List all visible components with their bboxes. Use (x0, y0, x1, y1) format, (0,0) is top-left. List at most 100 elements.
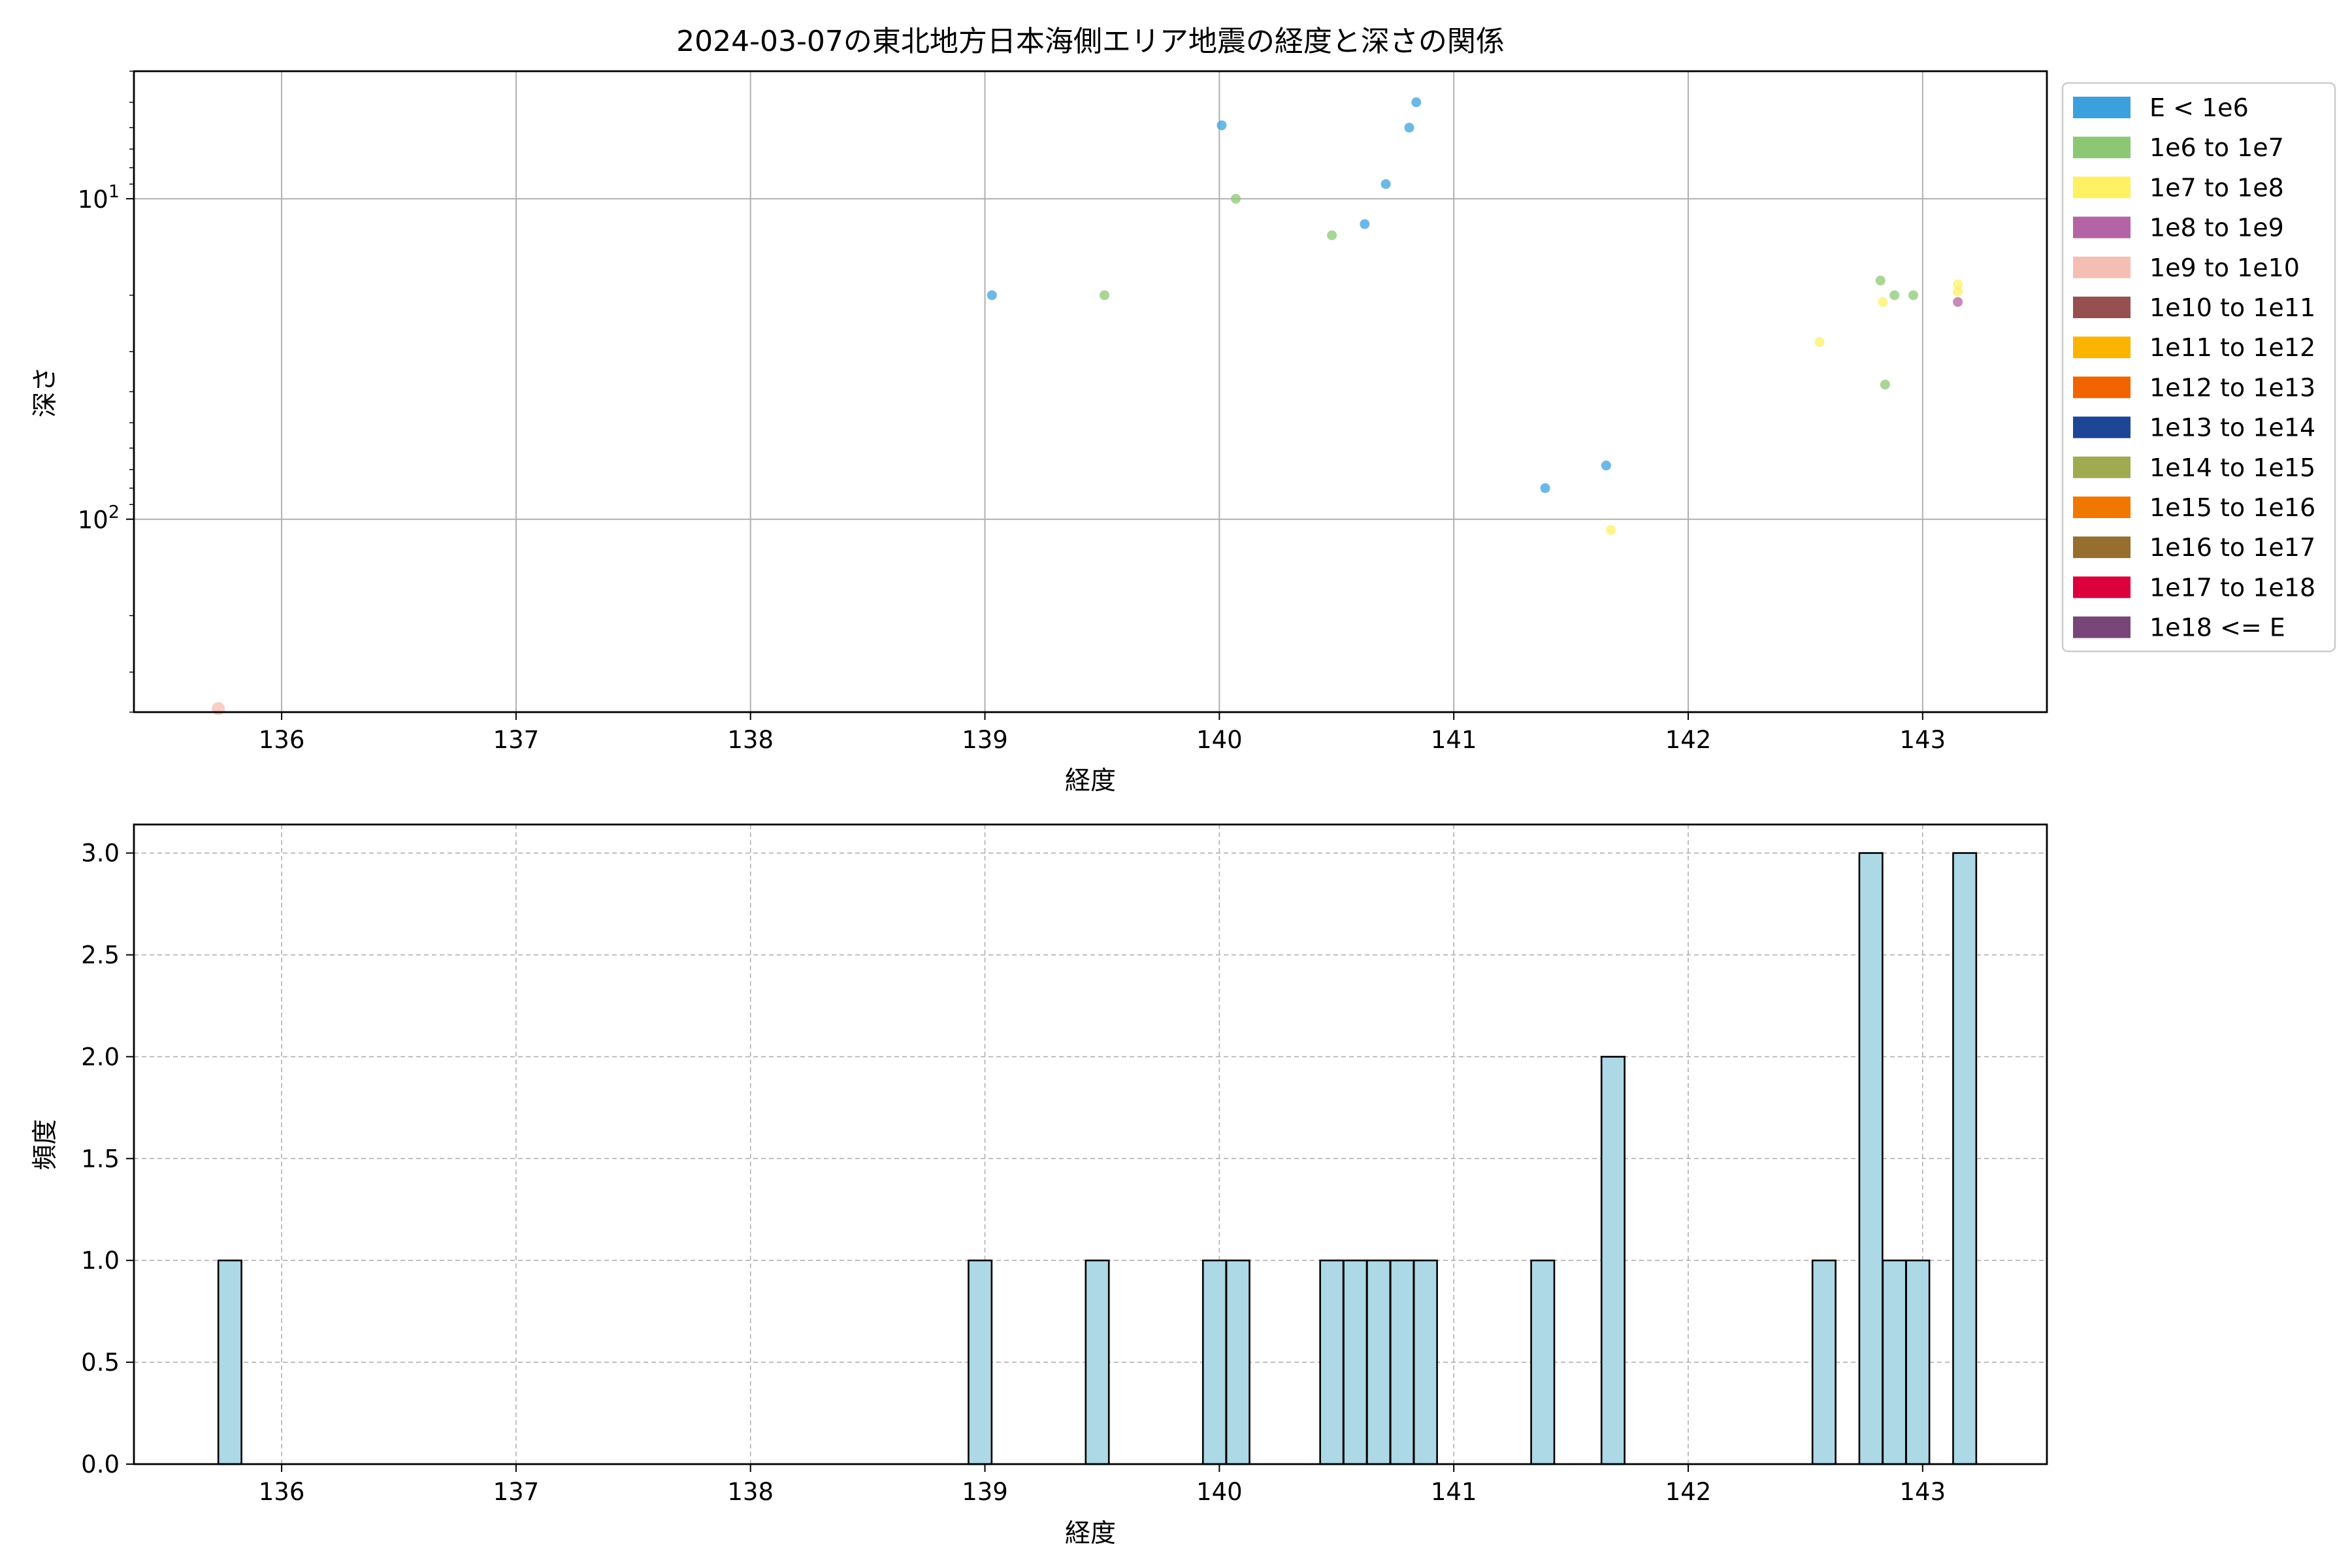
histogram-bar (1600, 1056, 1625, 1465)
histogram-bar (1319, 1259, 1345, 1465)
histogram-y-tick-label: 3.0 (81, 840, 120, 868)
legend-swatch (2073, 297, 2131, 318)
histogram-bar (1811, 1259, 1837, 1465)
scatter-point (1814, 337, 1825, 348)
scatter-x-axis-label: 経度 (1065, 766, 1116, 796)
scatter-point (212, 702, 225, 715)
histogram-x-tick-label: 142 (1665, 1478, 1712, 1506)
histogram-y-tick-label: 1.5 (81, 1145, 120, 1173)
histogram-y-axis-label: 頻度 (31, 1119, 60, 1170)
legend-label: 1e7 to 1e8 (2149, 173, 2284, 202)
scatter-point (1953, 297, 1963, 307)
scatter-point (1360, 219, 1370, 229)
legend-swatch (2073, 376, 2131, 399)
histogram-bar (1343, 1259, 1368, 1465)
histogram-bar (1413, 1259, 1438, 1465)
scatter-point (1540, 483, 1550, 493)
scatter-x-tick-label: 140 (1196, 726, 1243, 754)
legend-label: 1e6 to 1e7 (2149, 133, 2284, 162)
scatter-x-tick-label: 141 (1431, 726, 1477, 754)
legend-swatch (2073, 456, 2131, 478)
legend-label: E < 1e6 (2149, 93, 2249, 122)
histogram-x-tick-label: 136 (259, 1478, 305, 1506)
scatter-point (1404, 122, 1414, 133)
scatter-point (1889, 290, 1900, 301)
scatter-x-tick-label: 143 (1900, 726, 1946, 754)
histogram-x-tick-label: 138 (727, 1478, 774, 1506)
scatter-x-tick-label: 136 (259, 726, 305, 754)
scatter-point (1380, 179, 1391, 189)
histogram-x-axis-label: 経度 (1065, 1519, 1116, 1548)
histogram-bar (1225, 1259, 1250, 1465)
legend-swatch (2073, 616, 2131, 638)
scatter-point (1217, 120, 1227, 131)
legend-label: 1e10 to 1e11 (2149, 293, 2315, 322)
legend-swatch (2073, 416, 2131, 438)
histogram-bar (1882, 1259, 1907, 1465)
scatter-point (1601, 461, 1611, 471)
histogram-y-tick-label: 2.0 (81, 1043, 120, 1071)
histogram-bar (1952, 852, 1978, 1465)
legend-swatch (2073, 137, 2131, 159)
scatter-y-axis-label: 深さ (31, 367, 60, 417)
scatter-point (1880, 380, 1890, 390)
legend-swatch (2073, 576, 2131, 598)
legend-label: 1e18 <= E (2149, 613, 2285, 642)
scatter-point (1327, 230, 1337, 240)
histogram-bar (1530, 1259, 1556, 1465)
legend-label: 1e13 to 1e14 (2149, 414, 2315, 442)
histogram-bar (1085, 1259, 1110, 1465)
scatter-title: 2024-03-07の東北地方日本海側エリア地震の経度と深さの関係 (676, 25, 1505, 58)
scatter-point (1100, 290, 1110, 301)
scatter-point (1230, 193, 1241, 204)
scatter-grid (134, 71, 2047, 712)
legend-label: 1e9 to 1e10 (2149, 253, 2300, 282)
scatter-x-tick-label: 139 (962, 726, 1008, 754)
histogram-bar (1905, 1259, 1931, 1465)
histogram-bar (217, 1259, 242, 1465)
histogram-y-tick-label: 0.0 (81, 1450, 120, 1478)
legend-label: 1e12 to 1e13 (2149, 373, 2315, 402)
histogram-bar (1389, 1259, 1415, 1465)
legend-swatch (2073, 536, 2131, 559)
scatter-y-tick-label: 101 (78, 182, 120, 214)
legend-frame (2061, 82, 2336, 653)
scatter-x-tick-label: 142 (1665, 726, 1712, 754)
scatter-point (1953, 286, 1963, 297)
histogram-ticks: 136 137 138 139 140 141 142 143 0.0 0.5 1.0 1.5 2.0 2… (81, 840, 1946, 1506)
histogram-y-tick-label: 0.5 (81, 1348, 120, 1377)
histogram-y-tick-label: 1.0 (81, 1247, 120, 1275)
scatter-point (1411, 97, 1422, 108)
histogram-x-tick-label: 141 (1431, 1478, 1477, 1506)
legend-label: 1e17 to 1e18 (2149, 573, 2315, 602)
legend-label: 1e11 to 1e12 (2149, 333, 2315, 362)
histogram-bar (968, 1259, 993, 1465)
scatter-ticks: 136 137 138 139 140 141 142 143 101 102 (78, 71, 1946, 754)
legend-swatch (2073, 256, 2131, 278)
legend-label: 1e15 to 1e16 (2149, 493, 2315, 522)
histogram-y-tick-label: 2.5 (81, 941, 120, 970)
legend-label: 1e8 to 1e9 (2149, 214, 2284, 242)
histogram-bar (1366, 1259, 1392, 1465)
histogram-x-tick-label: 139 (962, 1478, 1008, 1506)
legend-swatch (2073, 216, 2131, 238)
histogram-plot-frame (133, 823, 2048, 1465)
legend-swatch (2073, 176, 2131, 199)
scatter-point (1606, 525, 1616, 535)
legend-swatch (2073, 97, 2131, 118)
scatter-plot-frame (133, 70, 2048, 713)
scatter-point (987, 290, 997, 301)
scatter-y-tick-label: 102 (78, 502, 120, 534)
histogram-x-tick-label: 137 (493, 1478, 540, 1506)
scatter-point (1908, 290, 1918, 301)
scatter-point (1878, 297, 1888, 307)
scatter-point (1875, 275, 1886, 286)
histogram-bar (1858, 852, 1884, 1465)
histogram-x-tick-label: 140 (1196, 1478, 1243, 1506)
legend-swatch (2073, 497, 2131, 518)
histogram-bars (217, 852, 1978, 1465)
scatter-x-tick-label: 137 (493, 726, 540, 754)
legend-label: 1e14 to 1e15 (2149, 453, 2315, 482)
histogram-bar (1201, 1259, 1227, 1465)
